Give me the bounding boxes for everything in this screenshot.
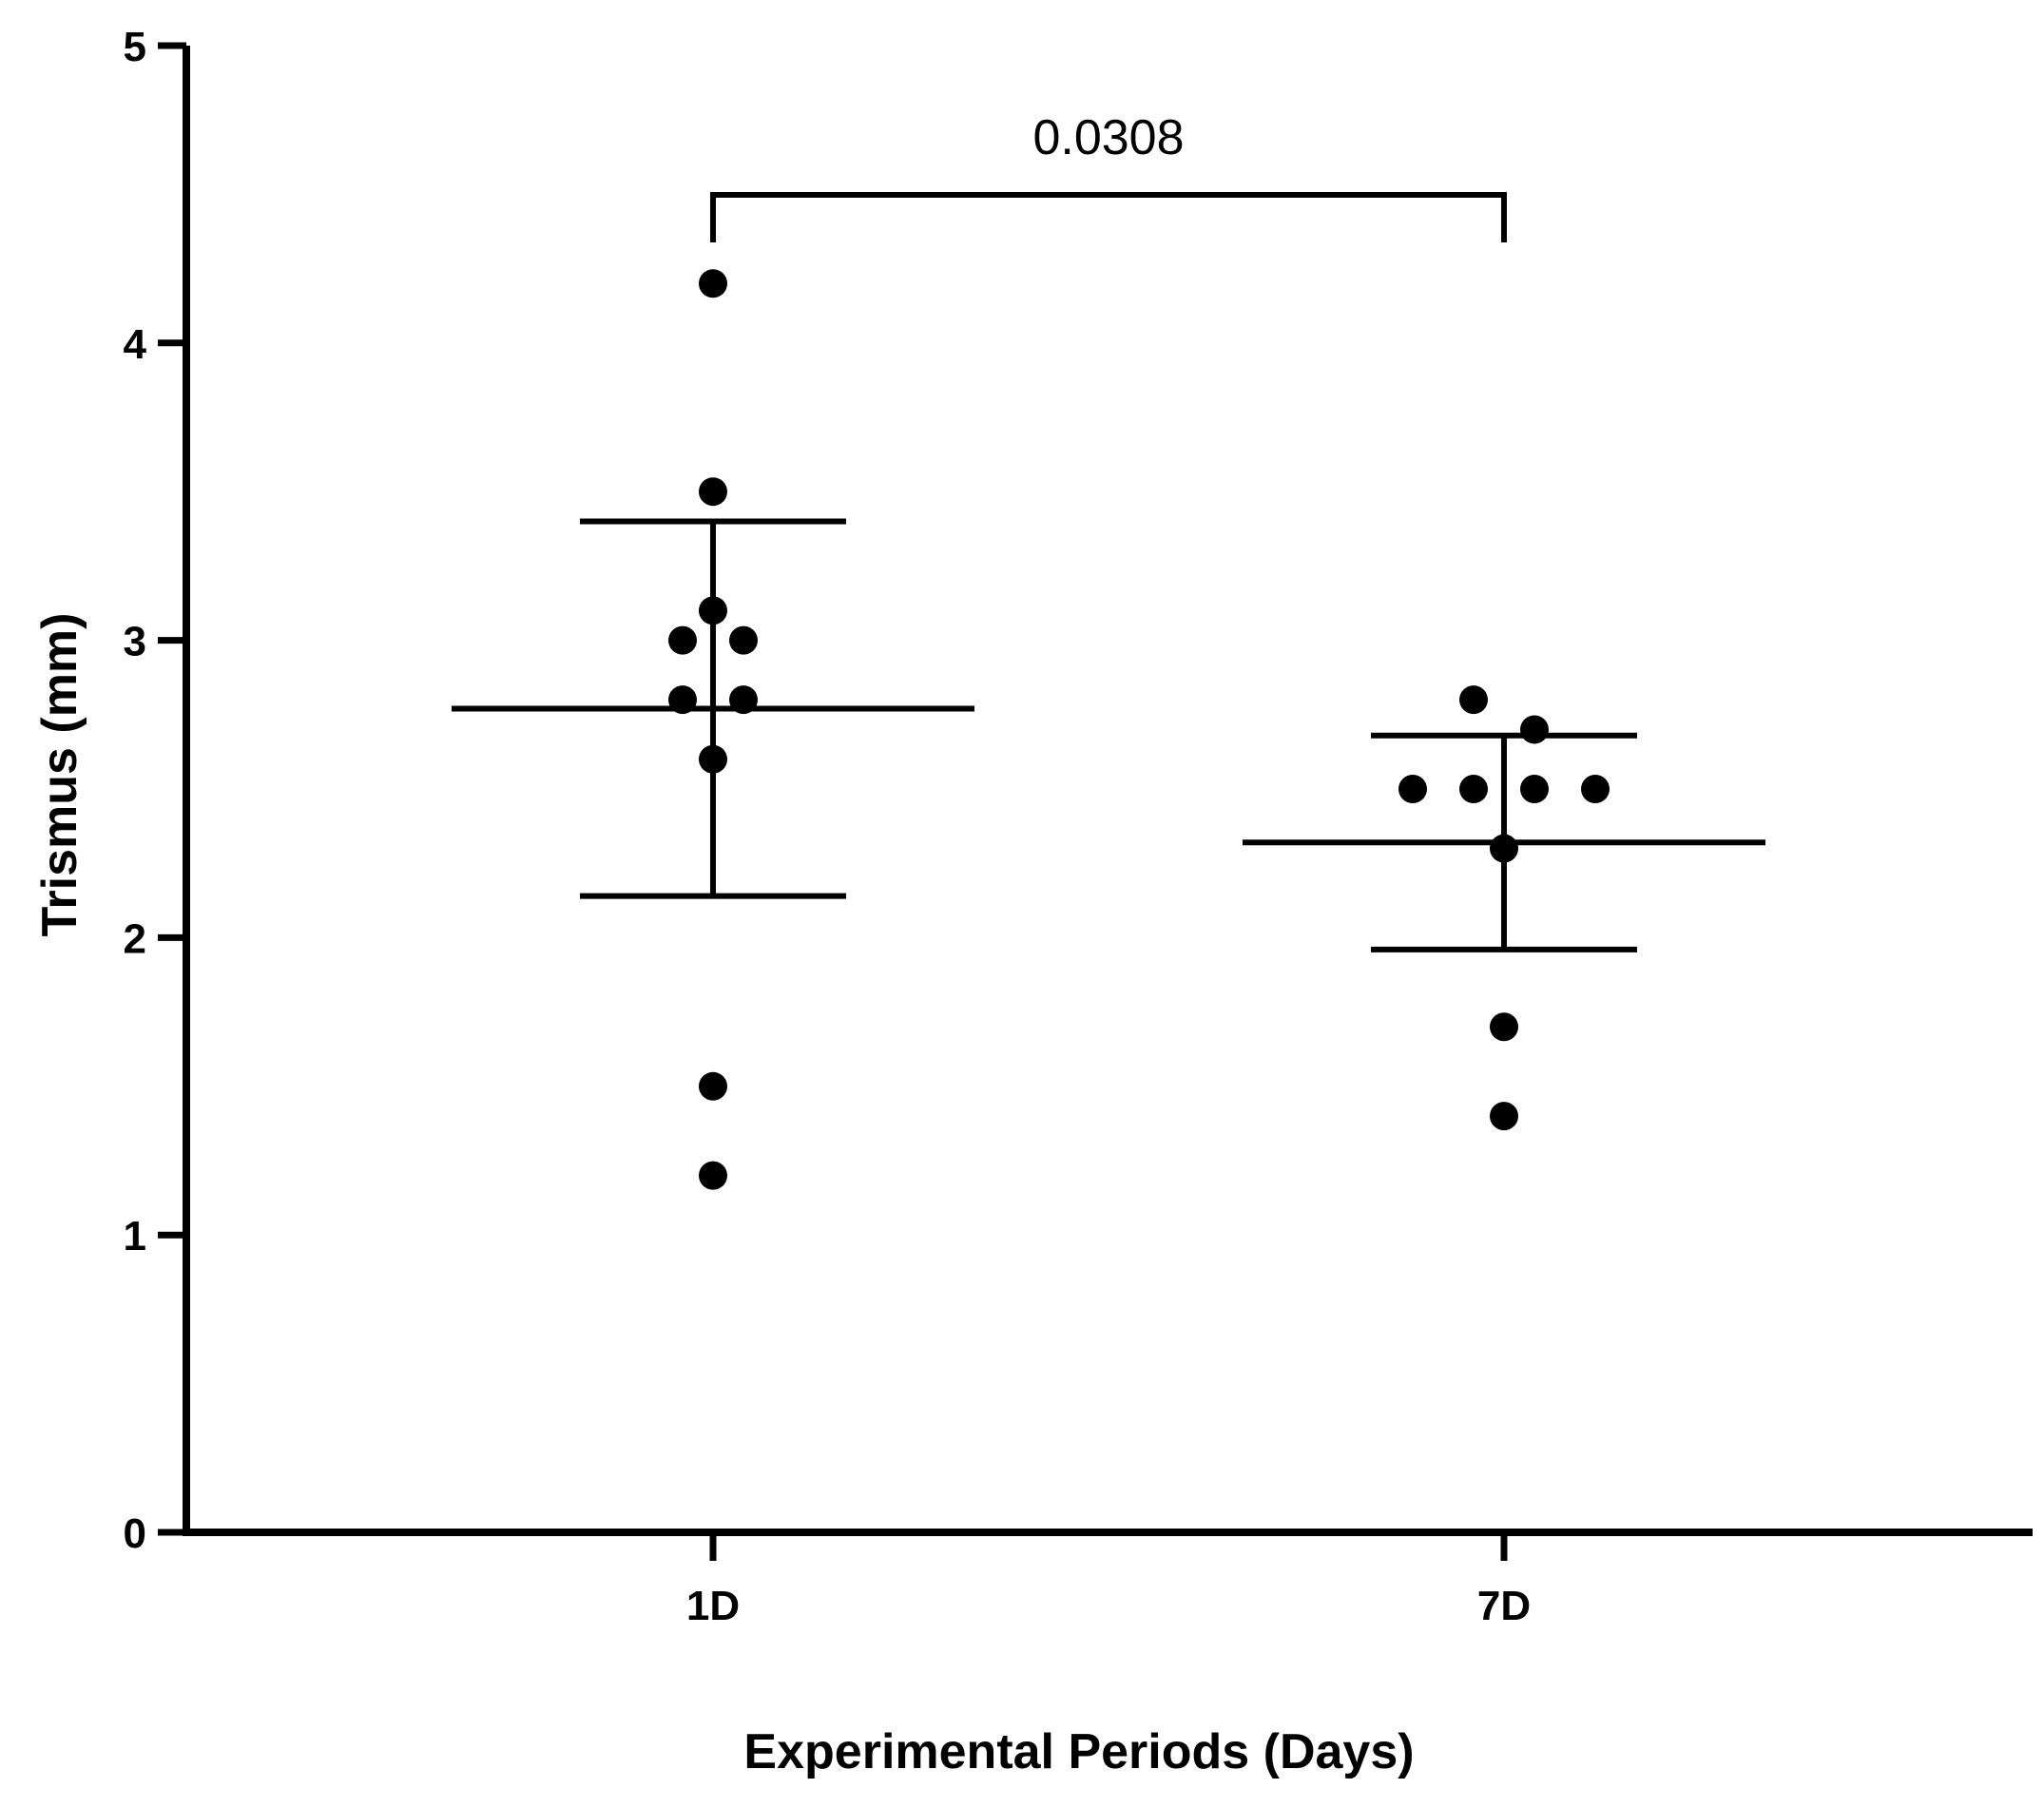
data-point-7d-4 <box>1459 775 1488 803</box>
data-point-1d-8 <box>699 744 727 774</box>
data-point-1d-9 <box>699 1071 727 1101</box>
y-tick-label-1: 1 <box>124 1213 146 1260</box>
x-axis-title: Experimental Periods (Days) <box>743 1724 1414 1779</box>
data-point-7d-7 <box>1490 834 1518 863</box>
y-tick-label-0: 0 <box>124 1510 146 1557</box>
data-point-7d-6 <box>1581 775 1610 803</box>
data-point-1d-2 <box>699 477 727 507</box>
data-point-1d-3 <box>699 596 727 625</box>
data-point-7d-1 <box>1459 685 1488 715</box>
y-tick-label-2: 2 <box>124 915 146 962</box>
data-point-7d-5 <box>1520 775 1549 803</box>
data-points <box>668 269 1610 1190</box>
data-point-7d-3 <box>1398 775 1427 803</box>
x-tick-label-7d: 7D <box>1477 1583 1531 1629</box>
y-tick-label-5: 5 <box>124 24 146 70</box>
data-point-7d-9 <box>1490 1102 1518 1131</box>
data-point-1d-10 <box>699 1161 727 1190</box>
data-point-7d-2 <box>1520 715 1549 744</box>
y-tick-label-4: 4 <box>124 321 147 368</box>
significance-bracket <box>710 192 1507 242</box>
axes <box>183 46 2033 1536</box>
p-value-label: 0.0308 <box>1032 110 1184 165</box>
x-axis-ticks: 1D 7D <box>686 1532 1531 1629</box>
x-tick-label-1d: 1D <box>686 1583 740 1629</box>
data-point-1d-6 <box>668 685 697 715</box>
y-axis-title: Trismus (mm) <box>32 613 87 937</box>
significance-annotation: 0.0308 <box>710 110 1507 242</box>
error-bars <box>452 518 1765 952</box>
y-tick-label-3: 3 <box>124 619 146 665</box>
data-point-1d-5 <box>729 625 758 655</box>
data-point-7d-8 <box>1490 1012 1518 1042</box>
data-point-1d-4 <box>668 625 697 655</box>
y-axis-ticks: 0 1 2 3 4 5 <box>124 24 186 1557</box>
data-point-1d-1 <box>699 269 727 298</box>
data-point-1d-7 <box>729 685 758 715</box>
